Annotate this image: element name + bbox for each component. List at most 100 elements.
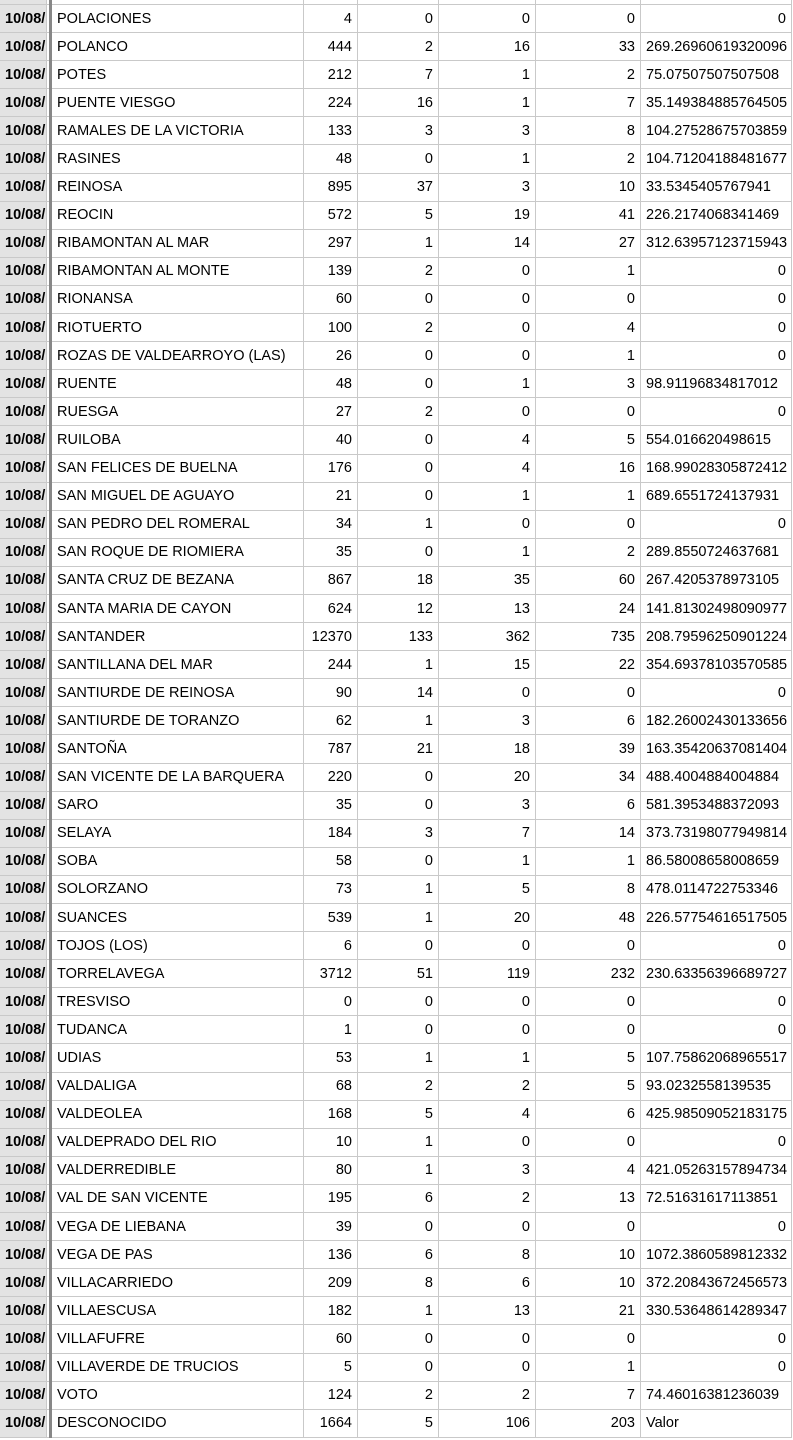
cell-num-1[interactable]: 184 — [304, 819, 358, 847]
cell-date[interactable]: 10/08/ — [0, 1381, 47, 1409]
cell-municipality[interactable]: RUESGA — [49, 398, 304, 426]
cell-num-3[interactable]: 1 — [439, 847, 536, 875]
cell-num-4[interactable]: 10 — [536, 1241, 641, 1269]
cell-rate[interactable]: 267.4205378973105 — [641, 566, 792, 594]
cell-num-1[interactable]: 444 — [304, 33, 358, 61]
cell-num-1[interactable]: 139 — [304, 257, 358, 285]
cell-num-2[interactable]: 1 — [358, 229, 439, 257]
cell-num-4[interactable]: 14 — [536, 819, 641, 847]
cell-date[interactable]: 10/08/ — [0, 61, 47, 89]
cell-num-3[interactable]: 16 — [439, 33, 536, 61]
cell-num-4[interactable]: 34 — [536, 763, 641, 791]
cell-num-3[interactable]: 20 — [439, 763, 536, 791]
cell-rate[interactable]: 168.99028305872412 — [641, 454, 792, 482]
cell-rate[interactable]: 289.8550724637681 — [641, 538, 792, 566]
cell-num-1[interactable]: 68 — [304, 1072, 358, 1100]
cell-date[interactable]: 10/08/ — [0, 1044, 47, 1072]
cell-num-3[interactable]: 3 — [439, 1156, 536, 1184]
cell-num-1[interactable]: 0 — [304, 988, 358, 1016]
cell-rate[interactable]: 226.2174068341469 — [641, 201, 792, 229]
cell-num-3[interactable]: 119 — [439, 960, 536, 988]
cell-rate[interactable]: 141.81302498090977 — [641, 594, 792, 623]
cell-num-4[interactable]: 232 — [536, 960, 641, 988]
cell-num-3[interactable]: 1 — [439, 145, 536, 173]
cell-date[interactable]: 10/08/ — [0, 1409, 47, 1437]
cell-num-4[interactable]: 41 — [536, 201, 641, 229]
cell-num-1[interactable]: 48 — [304, 145, 358, 173]
cell-date[interactable]: 10/08/ — [0, 33, 47, 61]
cell-date[interactable]: 10/08/ — [0, 819, 47, 847]
cell-num-3[interactable]: 14 — [439, 229, 536, 257]
cell-num-1[interactable]: 168 — [304, 1100, 358, 1128]
cell-municipality[interactable]: SANTOÑA — [49, 735, 304, 763]
cell-num-2[interactable]: 1 — [358, 1128, 439, 1156]
cell-municipality[interactable]: VAL DE SAN VICENTE — [49, 1184, 304, 1213]
cell-num-4[interactable]: 1 — [536, 482, 641, 510]
cell-rate[interactable]: 0 — [641, 932, 792, 960]
cell-date[interactable]: 10/08/ — [0, 1100, 47, 1128]
cell-num-4[interactable]: 22 — [536, 651, 641, 679]
cell-num-1[interactable]: 12370 — [304, 623, 358, 651]
cell-municipality[interactable]: SAN VICENTE DE LA BARQUERA — [49, 763, 304, 791]
cell-rate[interactable]: 104.71204188481677 — [641, 145, 792, 173]
cell-num-4[interactable]: 0 — [536, 1016, 641, 1044]
cell-num-2[interactable]: 0 — [358, 988, 439, 1016]
cell-num-1[interactable]: 80 — [304, 1156, 358, 1184]
cell-num-1[interactable]: 35 — [304, 538, 358, 566]
cell-num-2[interactable]: 3 — [358, 117, 439, 145]
cell-date[interactable]: 10/08/ — [0, 1297, 47, 1325]
cell-num-2[interactable]: 5 — [358, 201, 439, 229]
cell-rate[interactable]: 33.5345405767941 — [641, 173, 792, 201]
cell-rate[interactable]: 478.0114722753346 — [641, 875, 792, 903]
cell-date[interactable]: 10/08/ — [0, 1269, 47, 1297]
cell-num-3[interactable]: 1 — [439, 370, 536, 398]
cell-municipality[interactable]: SARO — [49, 791, 304, 819]
cell-municipality[interactable]: VILLAFUFRE — [49, 1325, 304, 1353]
cell-rate[interactable]: 354.69378103570585 — [641, 651, 792, 679]
cell-num-2[interactable]: 0 — [358, 538, 439, 566]
cell-municipality[interactable]: UDIAS — [49, 1044, 304, 1072]
cell-num-3[interactable]: 13 — [439, 1297, 536, 1325]
cell-num-1[interactable]: 124 — [304, 1381, 358, 1409]
cell-rate[interactable]: 86.58008658008659 — [641, 847, 792, 875]
cell-num-2[interactable]: 2 — [358, 257, 439, 285]
cell-num-2[interactable]: 3 — [358, 819, 439, 847]
cell-num-2[interactable]: 0 — [358, 426, 439, 454]
cell-num-2[interactable]: 0 — [358, 763, 439, 791]
cell-num-4[interactable]: 8 — [536, 117, 641, 145]
cell-rate[interactable]: 421.05263157894734 — [641, 1156, 792, 1184]
cell-rate[interactable]: 0 — [641, 257, 792, 285]
cell-municipality[interactable]: SANTA CRUZ DE BEZANA — [49, 566, 304, 594]
cell-municipality[interactable] — [49, 0, 304, 4]
cell-num-1[interactable]: 212 — [304, 61, 358, 89]
cell-num-2[interactable]: 133 — [358, 623, 439, 651]
cell-num-1[interactable]: 27 — [304, 398, 358, 426]
cell-num-2[interactable]: 1 — [358, 1156, 439, 1184]
cell-num-2[interactable] — [358, 0, 439, 4]
cell-num-2[interactable]: 0 — [358, 1213, 439, 1241]
cell-municipality[interactable]: VEGA DE PAS — [49, 1241, 304, 1269]
cell-num-2[interactable]: 1 — [358, 651, 439, 679]
cell-rate[interactable]: 0 — [641, 285, 792, 314]
cell-num-1[interactable]: 62 — [304, 707, 358, 735]
cell-num-4[interactable]: 0 — [536, 1213, 641, 1241]
cell-municipality[interactable]: SUANCES — [49, 904, 304, 932]
cell-num-3[interactable]: 0 — [439, 932, 536, 960]
cell-date[interactable]: 10/08/ — [0, 145, 47, 173]
cell-municipality[interactable]: TOJOS (LOS) — [49, 932, 304, 960]
cell-num-2[interactable]: 1 — [358, 1297, 439, 1325]
cell-date[interactable]: 10/08/ — [0, 257, 47, 285]
cell-municipality[interactable]: POLACIONES — [49, 5, 304, 33]
cell-date[interactable]: 10/08/ — [0, 679, 47, 707]
cell-num-1[interactable]: 195 — [304, 1184, 358, 1213]
cell-date[interactable]: 10/08/ — [0, 5, 47, 33]
cell-rate[interactable]: 74.46016381236039 — [641, 1381, 792, 1409]
cell-date[interactable]: 10/08/ — [0, 1325, 47, 1353]
cell-num-2[interactable]: 0 — [358, 5, 439, 33]
cell-num-1[interactable]: 5 — [304, 1353, 358, 1381]
cell-rate[interactable]: 581.3953488372093 — [641, 791, 792, 819]
cell-municipality[interactable]: POLANCO — [49, 33, 304, 61]
cell-num-3[interactable]: 4 — [439, 1100, 536, 1128]
cell-date[interactable]: 10/08/ — [0, 735, 47, 763]
cell-num-4[interactable]: 4 — [536, 314, 641, 342]
